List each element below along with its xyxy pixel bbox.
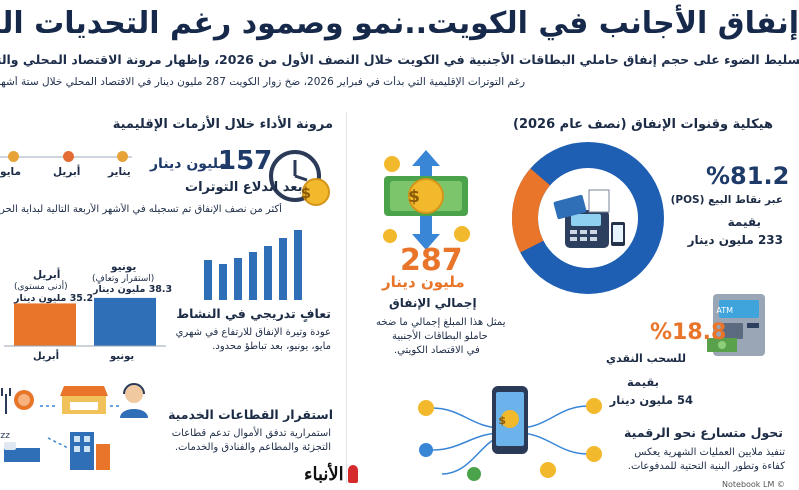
hotel-building-icon (70, 432, 110, 470)
atm-machine-icon: ATM (707, 294, 765, 356)
timeline-label-april: أبريل (53, 166, 81, 178)
rising-bar-3 (234, 258, 242, 300)
shop-icon (60, 386, 108, 414)
rising-bar-2 (219, 264, 227, 300)
rising-bar-1 (204, 260, 212, 300)
atm-percent: %18.8 (650, 320, 727, 345)
subtitle-line-1: تسليط الضوء على حجم إنفاق حاملي البطاقات… (0, 52, 799, 67)
left-section-heading: مرونة الأداء خلال الأزمات الإقليمية (112, 117, 333, 132)
rising-bar-5 (264, 246, 272, 300)
svg-text:ATM: ATM (716, 306, 733, 315)
pos-value: 233 مليون دينار (687, 233, 783, 247)
total-label: إجمالي الإنفاق (389, 296, 477, 310)
atm-value-label: بقيمة (627, 375, 659, 389)
first-months-unit: مليون دينار (150, 156, 228, 172)
bar-april (14, 303, 76, 346)
alanba-logo: الأنباء (304, 462, 358, 486)
money-flow-icon: $ (383, 150, 470, 250)
june-axis-label: يونيو (110, 351, 135, 362)
clock-money-icon: $ (269, 150, 330, 206)
column-divider (346, 112, 347, 484)
service-sectors-icon: zzz (0, 383, 148, 470)
spending-channels-donut (512, 142, 664, 294)
hotel-bed-icon: zzz (0, 431, 40, 462)
svg-text:$: $ (498, 414, 506, 427)
svg-text:$: $ (408, 187, 420, 207)
svg-text:$: $ (301, 184, 311, 202)
pos-value-label: بقيمة (727, 215, 761, 229)
april-bar-title: أبريل (33, 269, 61, 281)
logo-mark-icon (347, 465, 358, 483)
timeline-dot-january (117, 151, 128, 162)
bar-june (94, 297, 156, 346)
donut-atm-segment (512, 168, 551, 253)
april-june-bar-chart (4, 297, 166, 347)
april-axis-label: أبريل (33, 351, 60, 362)
digital-payments-icon: $ (418, 386, 602, 481)
atm-value: 54 مليون دينار (609, 393, 693, 407)
first-months-label: بعد اندلاع التوترات (185, 180, 303, 195)
digital-title: تحول متسارع نحو الرقمية (624, 425, 783, 440)
timeline-label-january: يناير (108, 166, 131, 178)
restaurant-icon (1, 388, 34, 414)
timeline-dot-may (8, 151, 19, 162)
logo-text: الأنباء (304, 463, 344, 485)
april-bar-value: 35.2 مليون دينار (14, 293, 94, 304)
recovery-desc-1: عودة وتيرة الإنفاق للارتفاع في شهري (175, 327, 331, 338)
june-bar-title: يونيو (111, 261, 137, 273)
timeline-label-may: مايو (0, 166, 21, 178)
svg-text:zzz: zzz (0, 431, 10, 441)
pos-terminal-icon (553, 189, 625, 248)
recovery-desc-2: مايو، يونيو، بعد تباطؤ محدود. (212, 341, 331, 352)
sectors-desc-2: التجزئة والمطاعم والفنادق والخدمات. (174, 442, 331, 453)
total-desc-1: يمثل هذا المبلغ إجمالي ما ضخه (376, 317, 506, 328)
support-agent-icon (120, 383, 148, 418)
digital-desc-2: كفاءة وتطور البنية التحتية للمدفوعات. (627, 461, 785, 472)
subtitle-line-2: رغم التوترات الإقليمية التي بدأت في فبرا… (0, 76, 526, 88)
sectors-title: استقرار القطاعات الخدمية (168, 407, 333, 422)
footer-credit: Notebook LM © (722, 480, 785, 489)
june-bar-annotation: (استقرار وتعافٍ) (92, 274, 155, 284)
atm-label: للسحب النقدي (606, 352, 686, 365)
first-months-number: 157 (218, 146, 273, 176)
timeline-dot-april (63, 151, 74, 162)
total-desc-2: حاملو البطاقات الأجنبية (392, 331, 488, 342)
sectors-desc-1: استمرارية تدفق الأموال تدعم قطاعات (171, 428, 331, 439)
total-desc-3: في الاقتصاد الكويتي. (394, 345, 480, 356)
total-number: 287 (400, 243, 463, 278)
total-unit: مليون دينار (382, 273, 465, 291)
pos-percent: %81.2 (706, 162, 790, 190)
june-bar-value: 38.3 مليون دينار (93, 284, 173, 295)
first-months-desc: أكثر من نصف الإنفاق تم تسجيله في الأشهر … (0, 204, 282, 215)
rising-bars-icon (204, 230, 302, 300)
rising-bar-6 (279, 238, 287, 300)
april-bar-annotation: (أدنى مستوى) (14, 282, 68, 292)
pos-label: عبر نقاط البيع (POS) (670, 194, 783, 206)
rising-bar-7 (294, 230, 302, 300)
digital-desc-1: تنفيذ ملايين العمليات الشهرية يعكس (634, 447, 785, 458)
right-section-heading: هيكلية وقنوات الإنفاق (نصف عام 2026) (513, 117, 773, 132)
rising-bar-4 (249, 252, 257, 300)
recovery-title: تعافٍ تدريجي في النشاط (176, 306, 331, 321)
page-title: إنفاق الأجانب في الكويت..نمو وصمود رغم ا… (0, 6, 799, 41)
